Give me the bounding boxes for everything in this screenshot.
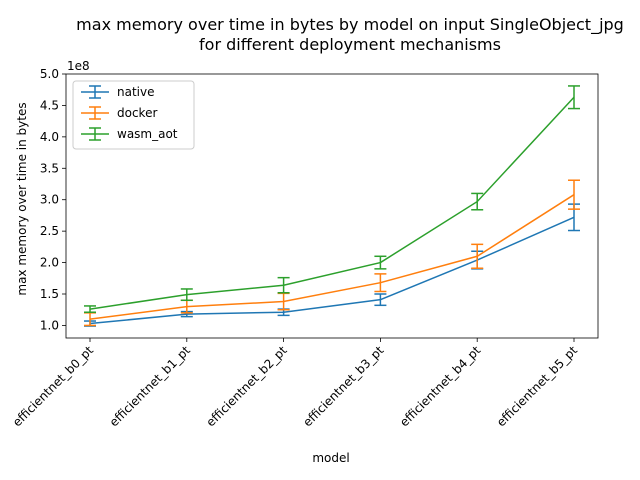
y-scale-label: 1e8 [67, 59, 90, 73]
x-tick-label-3: efficientnet_b3_pt [300, 343, 386, 429]
x-tick-label-1: efficientnet_b1_pt [107, 343, 193, 429]
series-line-native [89, 216, 575, 325]
chart-title-line1: max memory over time in bytes by model o… [76, 15, 624, 35]
errorbar-docker-4 [471, 243, 484, 269]
errorbar-wasm_aot-0 [84, 305, 96, 313]
y-tick-label-2: 2.0 [40, 256, 59, 270]
y-axis-label: max memory over time in bytes [15, 102, 29, 295]
series-line-docker [89, 194, 575, 320]
x-tick-label-5: efficientnet_b5_pt [494, 343, 580, 429]
y-tick-label-3: 2.5 [40, 224, 59, 238]
errorbar-docker-3 [374, 273, 387, 293]
legend-entry-docker: docker [81, 106, 157, 120]
y-tick-label-0: 1.0 [40, 318, 59, 332]
legend-entry-native: native [81, 85, 154, 99]
x-axis-label: model [312, 451, 349, 465]
series-line-wasm_aot [89, 96, 575, 310]
x-tick-label-2: efficientnet_b2_pt [204, 343, 290, 429]
errorbar-native-3 [374, 293, 387, 307]
axes-frame [65, 73, 599, 339]
errorbar-wasm_aot-3 [374, 255, 387, 270]
legend-label-native: native [117, 85, 154, 99]
legend-label-docker: docker [117, 106, 157, 120]
y-tick-label-8: 5.0 [40, 67, 59, 81]
x-tick-label-4: efficientnet_b4_pt [397, 343, 483, 429]
y-tick-label-7: 4.5 [40, 98, 59, 112]
errorbar-wasm_aot-5 [568, 85, 580, 110]
errorbar-wasm_aot-1 [180, 288, 193, 302]
errorbar-wasm_aot-4 [471, 192, 484, 211]
legend-box [72, 80, 195, 150]
x-tick-label-0: efficientnet_b0_pt [10, 343, 96, 429]
y-tick-label-5: 3.5 [40, 161, 59, 175]
y-tick-label-4: 3.0 [40, 193, 59, 207]
errorbar-docker-5 [568, 179, 580, 210]
y-tick-label-6: 4.0 [40, 130, 59, 144]
legend: native docker wasm_aot [72, 80, 195, 150]
legend-entry-wasm_aot: wasm_aot [81, 127, 178, 141]
errorbar-wasm_aot-2 [277, 276, 290, 294]
legend-label-wasm_aot: wasm_aot [117, 127, 178, 141]
chart-title-line2: for different deployment mechanisms [199, 35, 501, 54]
y-tick-label-1: 1.5 [40, 287, 59, 301]
